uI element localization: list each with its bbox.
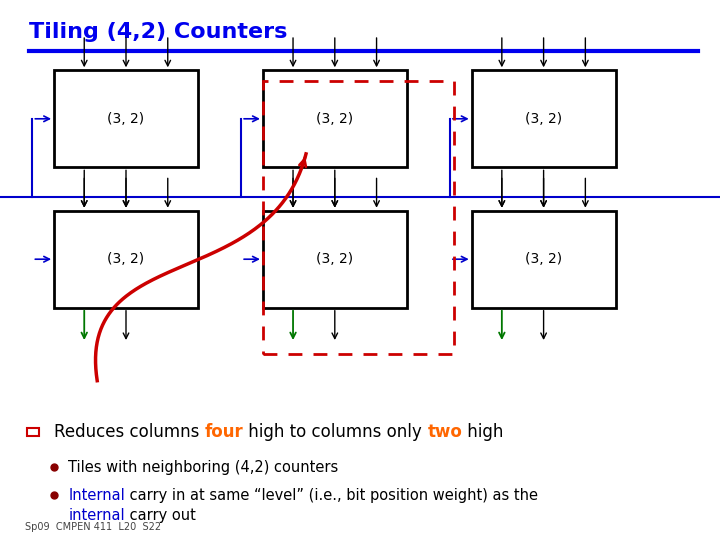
- Text: (3, 2): (3, 2): [525, 112, 562, 126]
- Bar: [263, 81, 454, 354]
- Text: high to columns only: high to columns only: [243, 423, 428, 441]
- Text: Tiling (4,2) Counters: Tiling (4,2) Counters: [29, 22, 287, 42]
- Text: (3, 2): (3, 2): [107, 112, 145, 126]
- Text: four: four: [204, 423, 243, 441]
- Text: (3, 2): (3, 2): [525, 252, 562, 266]
- Text: Reduces columns: Reduces columns: [54, 423, 204, 441]
- Bar: [27, 428, 39, 436]
- Text: high: high: [462, 423, 503, 441]
- Text: (3, 2): (3, 2): [316, 252, 354, 266]
- Bar: [263, 70, 407, 167]
- Bar: [263, 211, 407, 308]
- Bar: [472, 211, 616, 308]
- Text: Sp09  CMPEN 411  L20  S22: Sp09 CMPEN 411 L20 S22: [25, 522, 161, 532]
- Bar: [54, 70, 198, 167]
- Text: two: two: [428, 423, 462, 441]
- Text: (3, 2): (3, 2): [316, 112, 354, 126]
- Bar: [472, 70, 616, 167]
- Bar: [54, 211, 198, 308]
- Text: internal: internal: [68, 508, 125, 523]
- Text: (3, 2): (3, 2): [107, 252, 145, 266]
- Text: Tiles with neighboring (4,2) counters: Tiles with neighboring (4,2) counters: [68, 460, 338, 475]
- Text: Internal: Internal: [68, 488, 125, 503]
- Text: carry out: carry out: [125, 508, 196, 523]
- Text: carry in at same “level” (i.e., bit position weight) as the: carry in at same “level” (i.e., bit posi…: [125, 488, 538, 503]
